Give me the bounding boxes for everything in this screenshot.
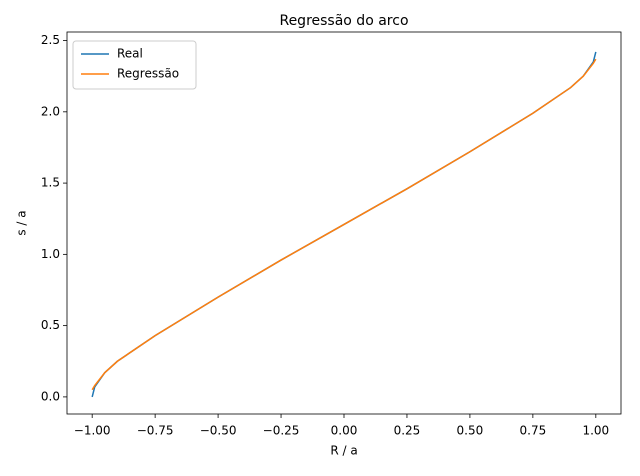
legend-label: Regressão — [117, 67, 179, 81]
x-axis-label: R / a — [330, 444, 357, 458]
line-series — [91, 58, 597, 391]
x-tick-label: −0.50 — [200, 424, 237, 438]
y-tick-label: 0.0 — [41, 389, 60, 403]
y-tick-label: 1.0 — [41, 247, 60, 261]
chart-title: Regressão do arco — [279, 13, 408, 29]
x-tick-label: 0.25 — [394, 424, 421, 438]
x-tick-label: −0.75 — [137, 424, 174, 438]
legend-label: Real — [117, 47, 143, 61]
legend-box — [72, 40, 197, 90]
x-tick-label: 0.50 — [457, 424, 484, 438]
x-tick-label: 0.00 — [331, 424, 358, 438]
x-tick-label: −0.25 — [263, 424, 300, 438]
plot-frame — [66, 31, 622, 415]
y-tick-label: 2.5 — [41, 33, 60, 47]
y-tick-label: 0.5 — [41, 318, 60, 332]
y-tick-label: 1.5 — [41, 176, 60, 190]
x-tick-label: 0.75 — [520, 424, 547, 438]
x-tick-label: 1.00 — [582, 424, 609, 438]
y-axis-label: s / a — [15, 210, 29, 235]
y-tick-label: 2.0 — [41, 104, 60, 118]
x-tick-label: −1.00 — [74, 424, 111, 438]
